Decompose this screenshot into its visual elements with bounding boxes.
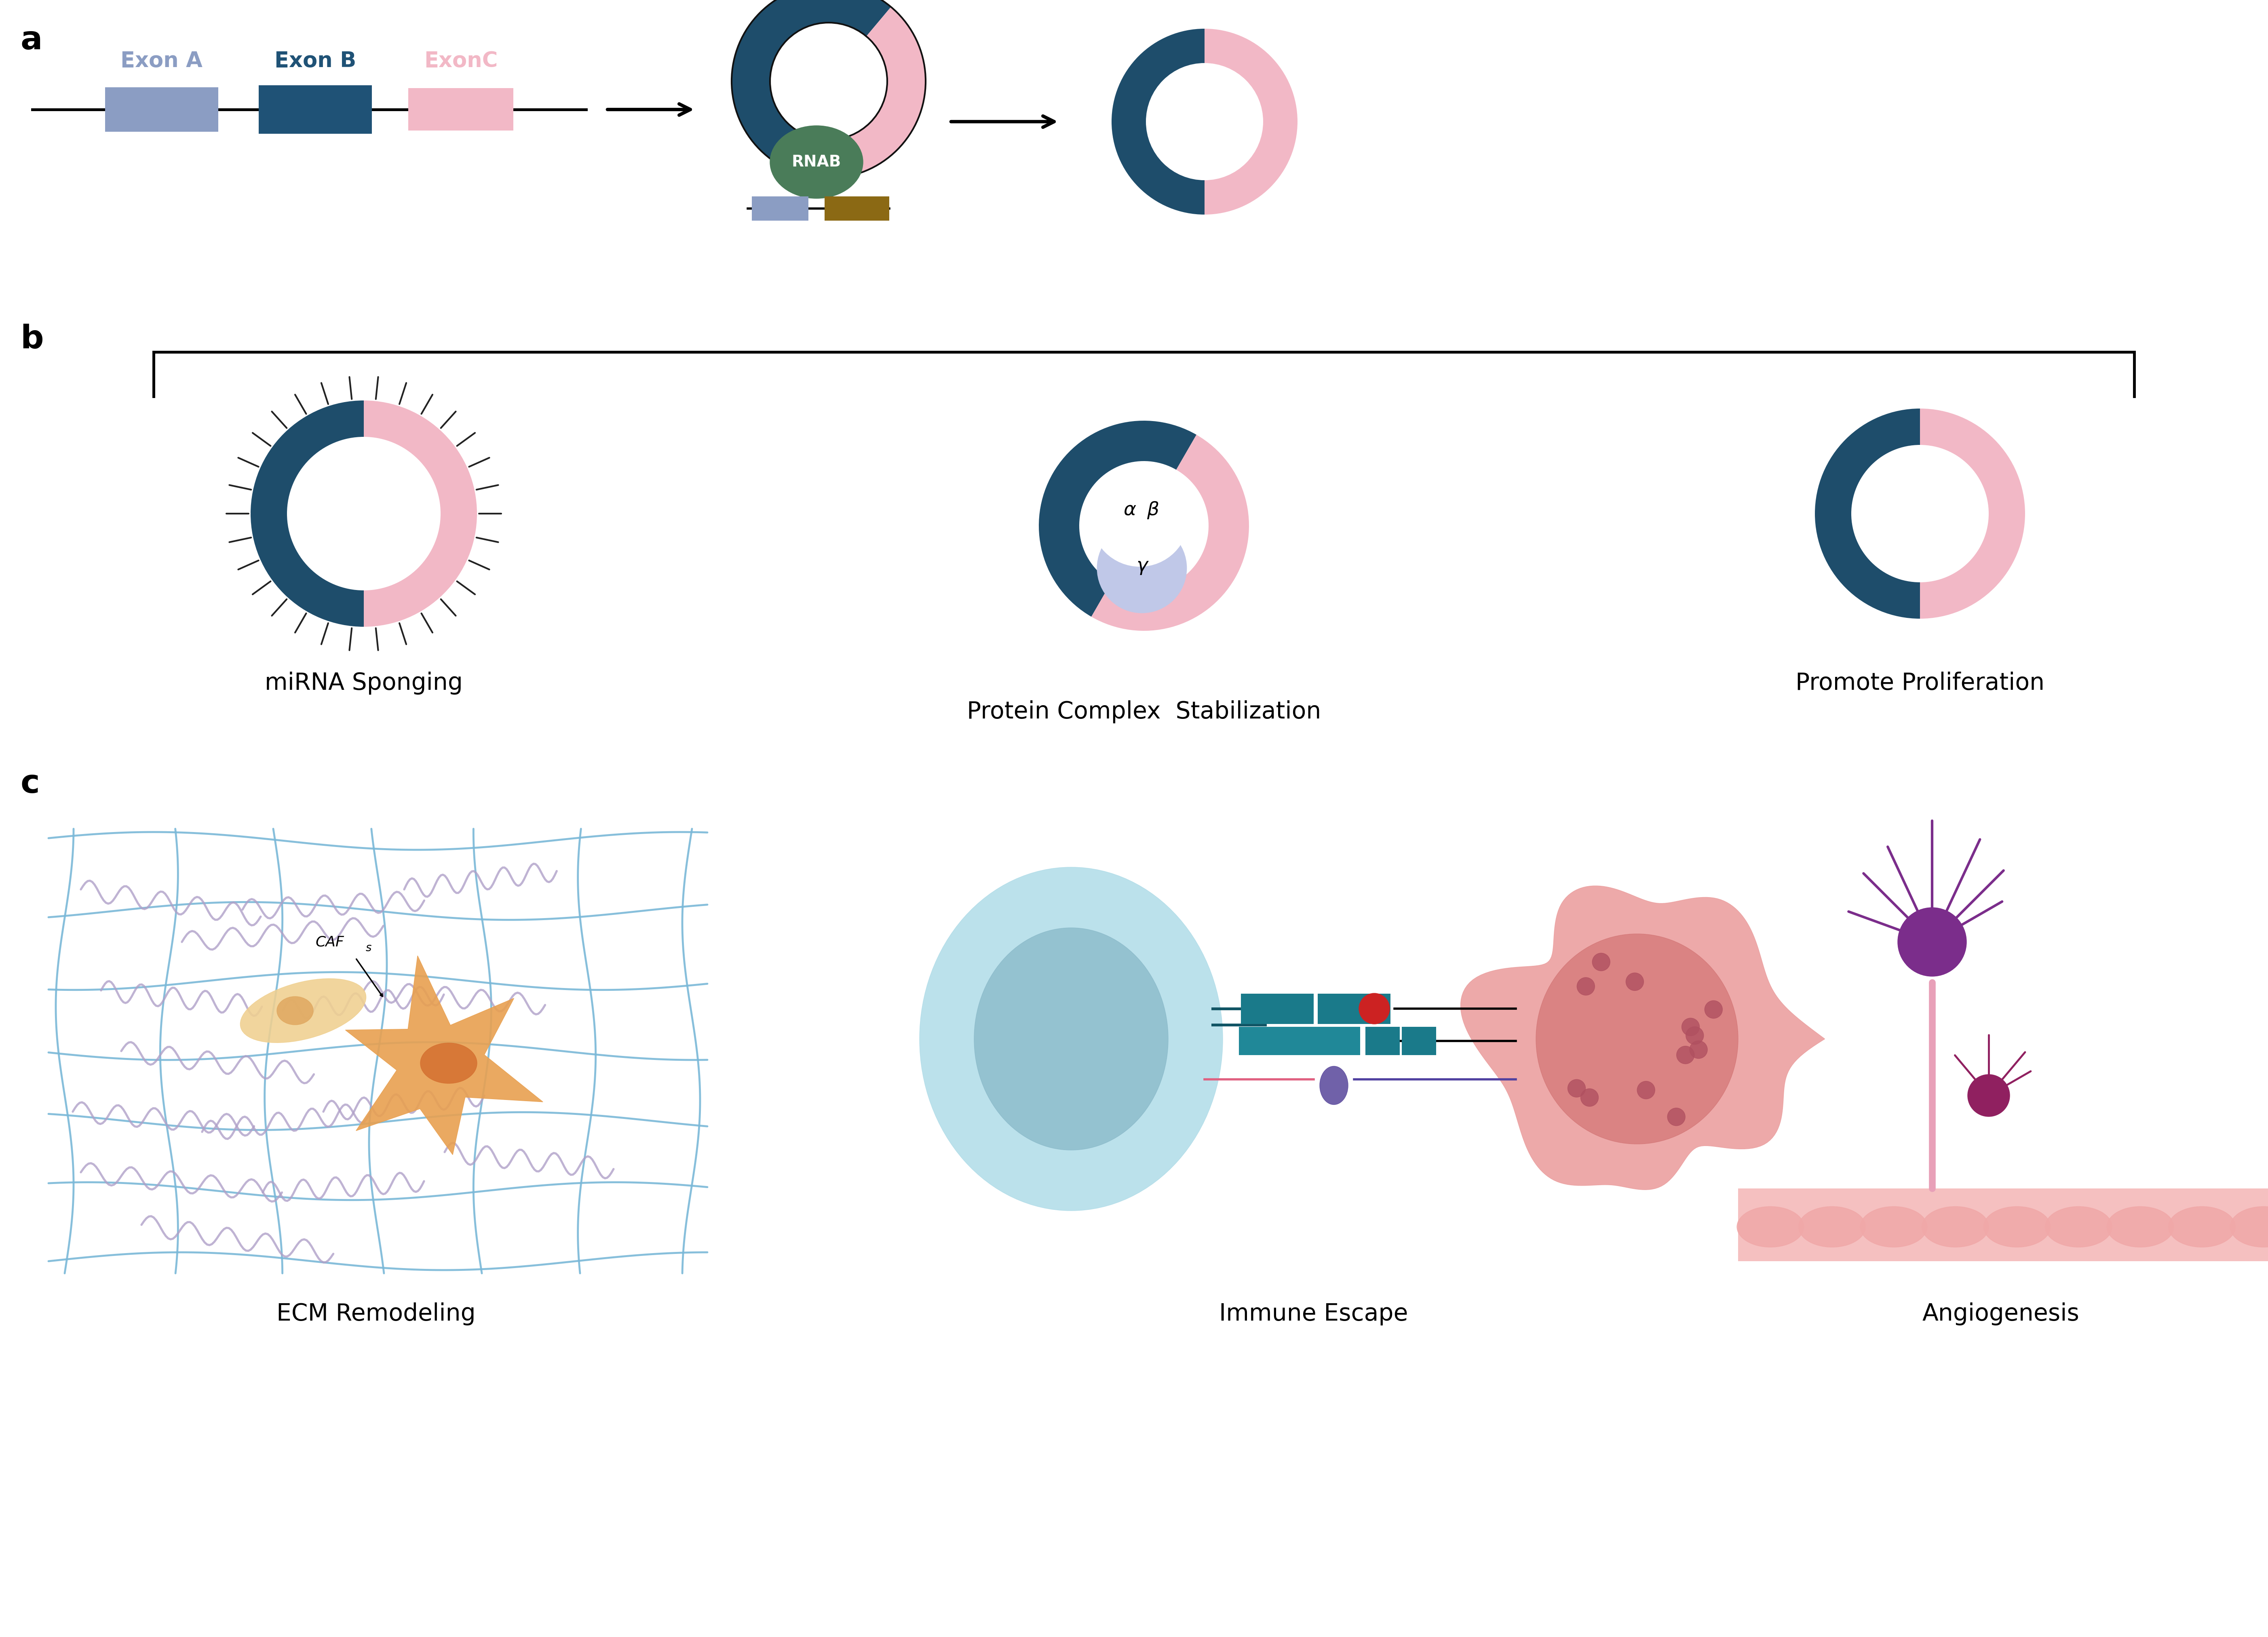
Text: b: b	[20, 324, 43, 355]
Text: CAF: CAF	[315, 935, 345, 949]
Ellipse shape	[1737, 1206, 1803, 1247]
Circle shape	[1898, 907, 1966, 976]
Wedge shape	[1921, 409, 2025, 619]
Bar	[1737, 1188, 2268, 1260]
Circle shape	[1690, 1041, 1708, 1059]
Bar	[826, 196, 889, 221]
Ellipse shape	[2107, 1206, 2173, 1247]
Bar	[751, 196, 807, 221]
Text: Exon B: Exon B	[274, 51, 356, 72]
Wedge shape	[1091, 435, 1250, 630]
Text: RNAB: RNAB	[792, 154, 841, 170]
Wedge shape	[1814, 409, 1921, 619]
Bar	[1238, 1026, 1300, 1056]
Bar	[1318, 994, 1390, 1023]
Wedge shape	[848, 7, 925, 172]
Polygon shape	[345, 956, 542, 1154]
Ellipse shape	[919, 868, 1222, 1211]
Circle shape	[1681, 1018, 1699, 1036]
Ellipse shape	[277, 997, 313, 1025]
Text: α: α	[1123, 501, 1136, 519]
Ellipse shape	[1535, 933, 1737, 1144]
Ellipse shape	[1860, 1206, 1928, 1247]
Ellipse shape	[975, 928, 1168, 1151]
Ellipse shape	[771, 126, 864, 198]
Ellipse shape	[2168, 1206, 2236, 1247]
Bar	[1300, 1026, 1361, 1056]
Circle shape	[1626, 972, 1644, 990]
Circle shape	[1359, 994, 1390, 1025]
Circle shape	[1969, 1074, 2009, 1116]
Wedge shape	[249, 401, 363, 627]
Ellipse shape	[1921, 1206, 1989, 1247]
Text: Angiogenesis: Angiogenesis	[1923, 1301, 2080, 1326]
Text: Protein Complex  Stabilization: Protein Complex Stabilization	[966, 701, 1320, 724]
Text: a: a	[20, 25, 43, 56]
Wedge shape	[733, 0, 891, 178]
Bar	[408, 88, 513, 131]
Ellipse shape	[1320, 1066, 1347, 1105]
Ellipse shape	[2046, 1206, 2112, 1247]
Wedge shape	[1204, 29, 1297, 214]
Text: miRNA Sponging: miRNA Sponging	[265, 671, 463, 694]
Text: γ: γ	[1136, 557, 1148, 575]
Text: Promote Proliferation: Promote Proliferation	[1796, 671, 2043, 694]
Ellipse shape	[240, 979, 365, 1043]
Text: ExonC: ExonC	[424, 51, 497, 72]
Bar	[104, 87, 218, 131]
Wedge shape	[363, 401, 476, 627]
Wedge shape	[1111, 29, 1204, 214]
Circle shape	[1676, 1046, 1694, 1064]
Ellipse shape	[1799, 1206, 1864, 1247]
Bar	[259, 85, 372, 134]
Text: Exon A: Exon A	[120, 51, 202, 72]
Wedge shape	[1039, 421, 1198, 617]
Circle shape	[1581, 1089, 1599, 1107]
Circle shape	[1567, 1079, 1585, 1097]
Circle shape	[1667, 1108, 1685, 1126]
Ellipse shape	[2229, 1206, 2268, 1247]
Polygon shape	[1461, 886, 1826, 1190]
Circle shape	[1637, 1080, 1656, 1098]
Circle shape	[1091, 470, 1188, 566]
Circle shape	[1576, 977, 1594, 995]
Bar	[1241, 994, 1313, 1023]
Circle shape	[1706, 1000, 1721, 1018]
Text: s: s	[365, 943, 372, 954]
Text: β: β	[1148, 501, 1159, 519]
Ellipse shape	[420, 1043, 476, 1084]
Text: ECM Remodeling: ECM Remodeling	[277, 1301, 476, 1326]
Circle shape	[1098, 524, 1186, 612]
Text: Immune Escape: Immune Escape	[1220, 1301, 1408, 1326]
Circle shape	[1685, 1026, 1703, 1044]
Ellipse shape	[1985, 1206, 2050, 1247]
Bar	[1402, 1026, 1436, 1056]
Text: c: c	[20, 768, 39, 800]
Circle shape	[1592, 953, 1610, 971]
Bar	[1365, 1026, 1399, 1056]
